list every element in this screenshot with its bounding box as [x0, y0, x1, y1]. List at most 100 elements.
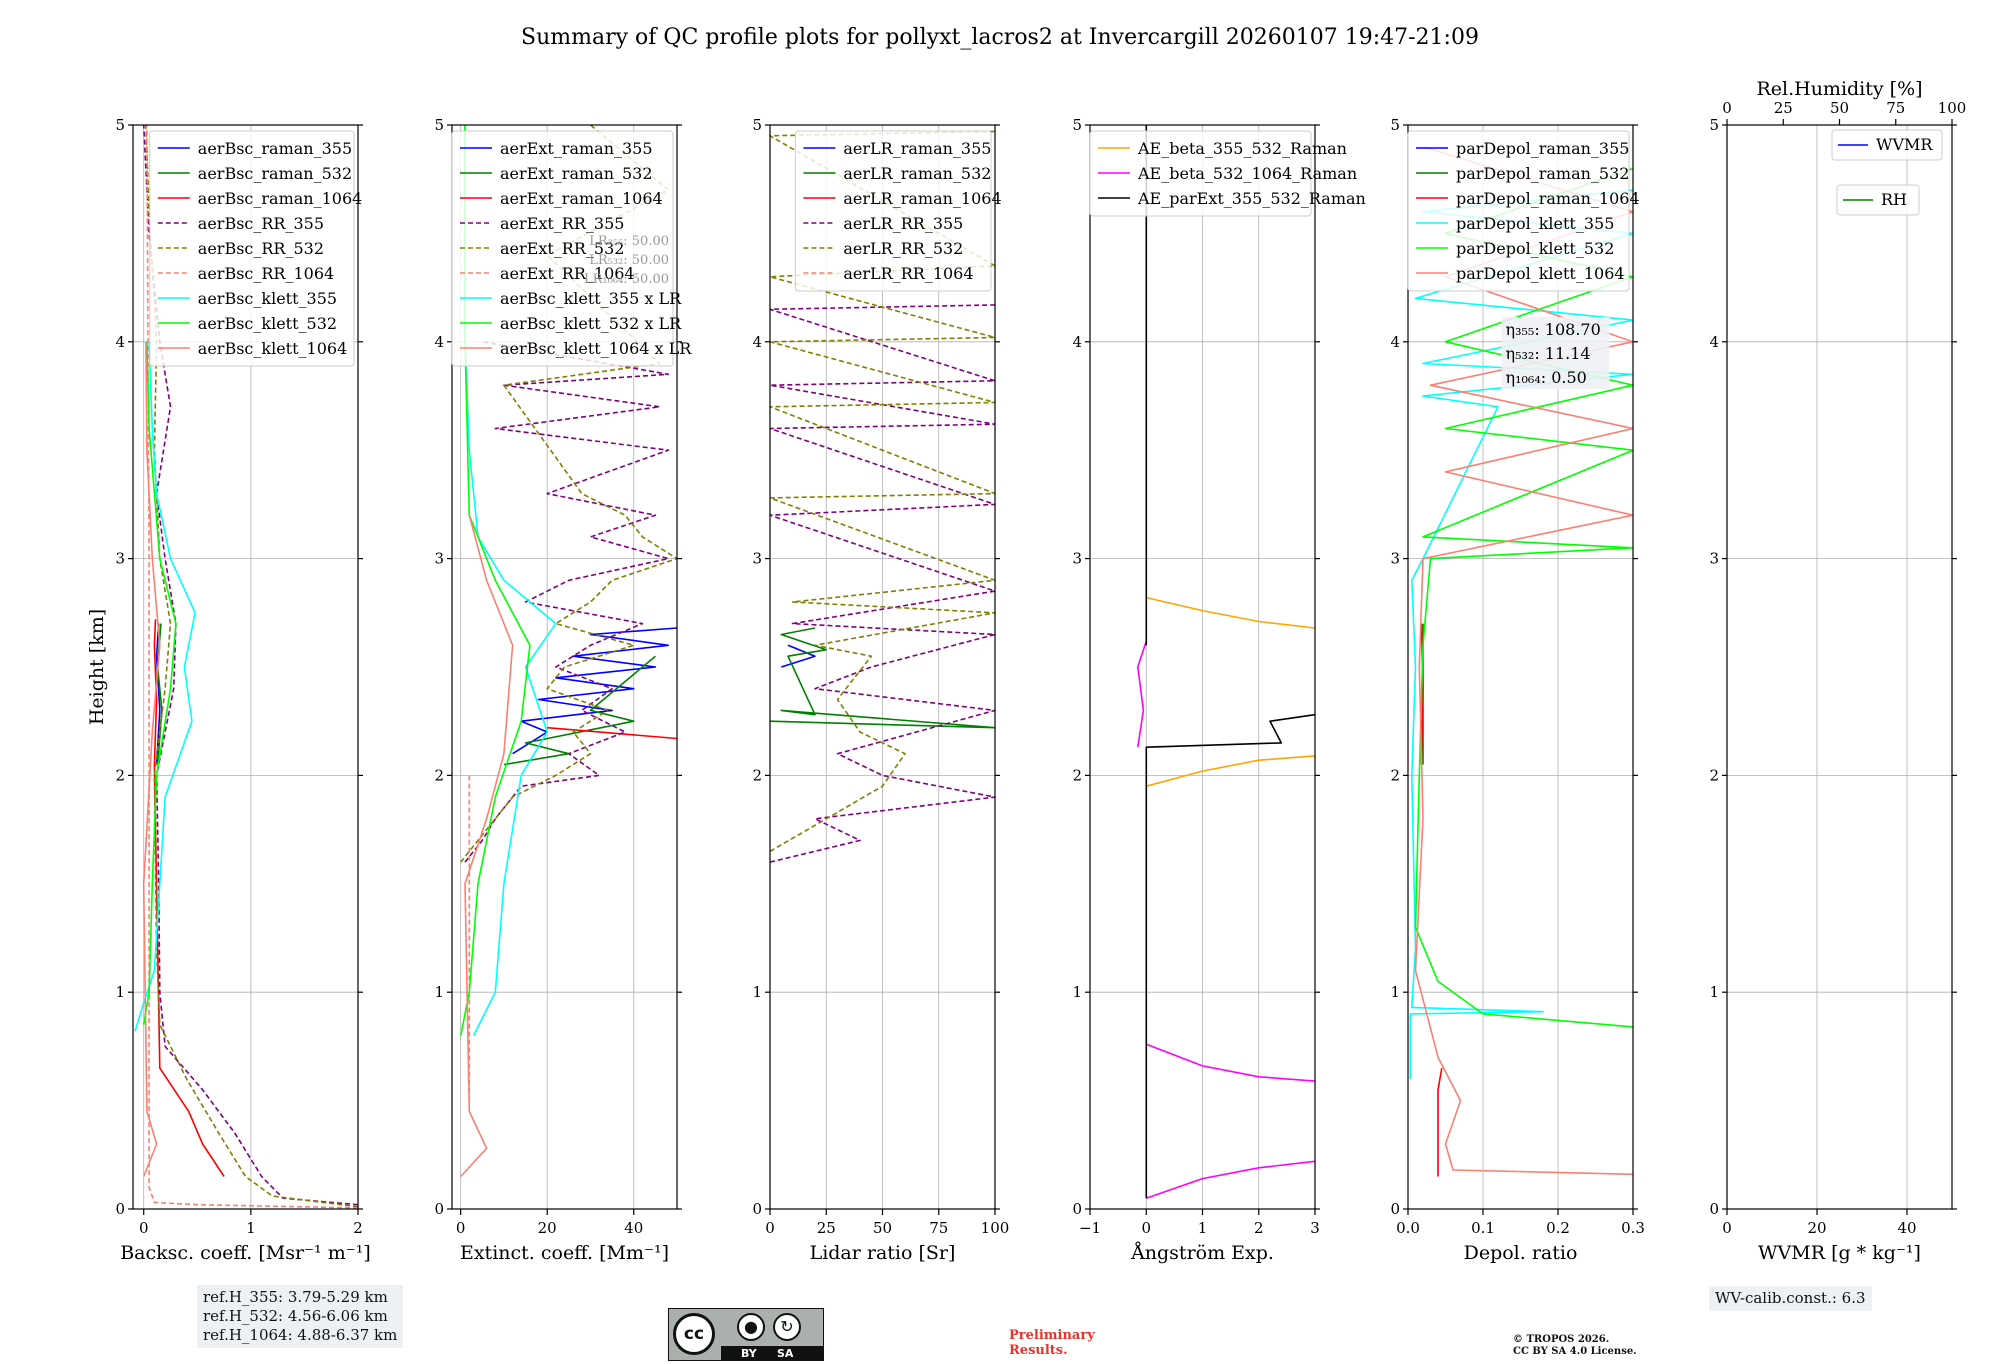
x-tick-label: 2: [1254, 1219, 1264, 1237]
top-x-tick-label: 100: [1938, 99, 1967, 117]
series-line-aerbsc-klett-1064-x-lr: [460, 514, 514, 1178]
x-tick-label: 40: [624, 1219, 643, 1237]
plot-frame: [451, 124, 678, 1210]
y-tick-label: 1: [115, 983, 125, 1001]
y-tick-label: 4: [434, 333, 444, 351]
x-tick-label: 3: [1310, 1219, 1320, 1237]
legend-entry-rh: RH: [1881, 190, 1907, 209]
copyright-line-2: CC BY SA 4.0 License.: [1513, 1346, 1637, 1357]
legend-entry-pardepol-raman-1064: parDepol_raman_1064: [1456, 189, 1640, 208]
series-line-aerbsc-klett-1064: [142, 341, 161, 1177]
y-axis-label: Height [km]: [86, 609, 108, 725]
ref-height-532: ref.H_532: 4.56-6.06 km: [203, 1307, 388, 1325]
top-x-tick-label: 75: [1886, 99, 1905, 117]
top-x-tick-label: 0: [1722, 99, 1732, 117]
series-line-aerext-raman-1064: [547, 726, 677, 740]
y-tick-label: 2: [115, 766, 125, 784]
x-tick-label: 0: [139, 1219, 149, 1237]
legend-entry-aerlr-raman-532: aerLR_raman_532: [843, 164, 991, 183]
legend-entry-aerext-rr-532: aerExt_RR_532: [500, 239, 624, 258]
legend-entry-wvmr: WVMR: [1876, 135, 1933, 154]
series-group: [1409, 145, 1633, 1177]
series-line-aerext-rr-355: [464, 341, 670, 863]
by-person-icon: ●: [737, 1313, 765, 1341]
legend-box: [1836, 184, 1920, 216]
legend-box: [794, 130, 992, 292]
legend-entry-aerbsc-klett-355: aerBsc_klett_355: [198, 289, 337, 308]
x-axis-label: WVMR [g * kg⁻¹]: [1758, 1242, 1921, 1264]
y-tick-label: 0: [752, 1200, 762, 1218]
y-tick-label: 4: [752, 333, 762, 351]
y-tick-label: 2: [434, 766, 444, 784]
legend-entry-ae-parext-355-532-raman: AE_parExt_355_532_Raman: [1137, 189, 1366, 208]
series-line-ae-beta-355-532-raman: [1146, 596, 1315, 787]
legend-entry-aerlr-rr-1064: aerLR_RR_1064: [843, 264, 973, 283]
eta-label: η₅₃₂: 11.14: [1506, 344, 1591, 363]
eta-label: η₃₅₅: 108.70: [1506, 320, 1601, 339]
x-tick-label: 0: [1141, 1219, 1151, 1237]
series-line-aerext-rr-532: [460, 125, 677, 863]
series-line-aerlr-rr-355: [770, 304, 995, 863]
y-tick-label: 0: [434, 1200, 444, 1218]
series-group: [459, 125, 677, 1178]
x-tick-label: 50: [873, 1219, 892, 1237]
lr-annotation: LR₃₅₅: 50.00: [589, 234, 669, 249]
x-axis-label: Extinct. coeff. [Mm⁻¹]: [460, 1242, 669, 1264]
y-tick-label: 4: [1709, 333, 1719, 351]
x-tick-label: 100: [981, 1219, 1010, 1237]
preliminary-results-label: Preliminary Results.: [1009, 1328, 1095, 1358]
x-axis-label: Backsc. coeff. [Msr⁻¹ m⁻¹]: [120, 1242, 371, 1264]
ref-height-355: ref.H_355: 3.79-5.29 km: [203, 1288, 388, 1306]
x-tick-label: 0.0: [1396, 1219, 1420, 1237]
legend-entry-pardepol-klett-355: parDepol_klett_355: [1456, 214, 1614, 233]
legend-box: [1831, 129, 1943, 161]
chart-backscatter: 0 1 2 3 4 5 0 1 2 Backsc. coeff. [Msr⁻¹ m⁻¹] Heigh…: [86, 116, 371, 1264]
y-tick-label: 5: [752, 116, 762, 134]
legend-entry-aerbsc-rr-532: aerBsc_RR_532: [198, 239, 324, 258]
legend-entry-aerext-raman-1064: aerExt_raman_1064: [500, 189, 663, 208]
x-tick-label: 20: [1807, 1219, 1826, 1237]
legend-box: [1407, 130, 1630, 292]
legend-entry-aerbsc-klett-355-x-lr: aerBsc_klett_355 x LR: [500, 289, 682, 308]
badge-sa-label: SA: [777, 1347, 794, 1360]
eta-label-box: [1501, 316, 1610, 389]
legend-entry-pardepol-klett-532: parDepol_klett_532: [1456, 239, 1614, 258]
legend-entry-aerext-rr-1064: aerExt_RR_1064: [500, 264, 635, 283]
plot-frame: [1407, 124, 1634, 1210]
legend-entry-aerbsc-raman-355: aerBsc_raman_355: [198, 139, 352, 158]
legend-entry-ae-beta-355-532-raman: AE_beta_355_532_Raman: [1137, 139, 1347, 158]
x-tick-label: 1: [1198, 1219, 1208, 1237]
y-tick-label: 1: [752, 983, 762, 1001]
ref-height-1064: ref.H_1064: 4.88-6.37 km: [203, 1326, 398, 1344]
reference-heights-box: ref.H_355: 3.79-5.29 km ref.H_532: 4.56-…: [197, 1285, 404, 1348]
series-line-pardepol-raman-1064: [1420, 623, 1443, 1177]
legend-entry-aerlr-raman-1064: aerLR_raman_1064: [843, 189, 1001, 208]
x-tick-label: 40: [1897, 1219, 1916, 1237]
x-tick-label: 0: [765, 1219, 775, 1237]
y-tick-label: 1: [1709, 983, 1719, 1001]
x-tick-label: 0: [456, 1219, 466, 1237]
x-tick-label: 0: [1722, 1219, 1732, 1237]
legend-entry-aerbsc-klett-532-x-lr: aerBsc_klett_532 x LR: [500, 314, 682, 333]
legend-entry-aerbsc-raman-1064: aerBsc_raman_1064: [198, 189, 363, 208]
y-tick-label: 0: [1390, 1200, 1400, 1218]
plot-frame: [1726, 124, 1953, 1210]
series-line-aerext-raman-532: [503, 655, 656, 766]
y-tick-label: 2: [1072, 766, 1082, 784]
legend-box: [149, 130, 355, 367]
figure-title: Summary of QC profile plots for pollyxt_…: [521, 25, 1479, 50]
legend-entry-pardepol-klett-1064: parDepol_klett_1064: [1456, 264, 1625, 283]
series-line-pardepol-klett-1064: [1414, 145, 1633, 1176]
top-x-tick-label: 25: [1774, 99, 1793, 117]
y-tick-label: 4: [115, 333, 125, 351]
legend-entry-aerbsc-klett-532: aerBsc_klett_532: [198, 314, 337, 333]
wv-calibration-box: WV-calib.const.: 6.3: [1709, 1286, 1872, 1311]
legend-entry-aerext-raman-355: aerExt_raman_355: [500, 139, 653, 158]
x-tick-label: 20: [538, 1219, 557, 1237]
y-tick-label: 4: [1390, 333, 1400, 351]
series-group: [770, 130, 995, 863]
top-x-axis-label: Rel.Humidity [%]: [1756, 78, 1922, 100]
